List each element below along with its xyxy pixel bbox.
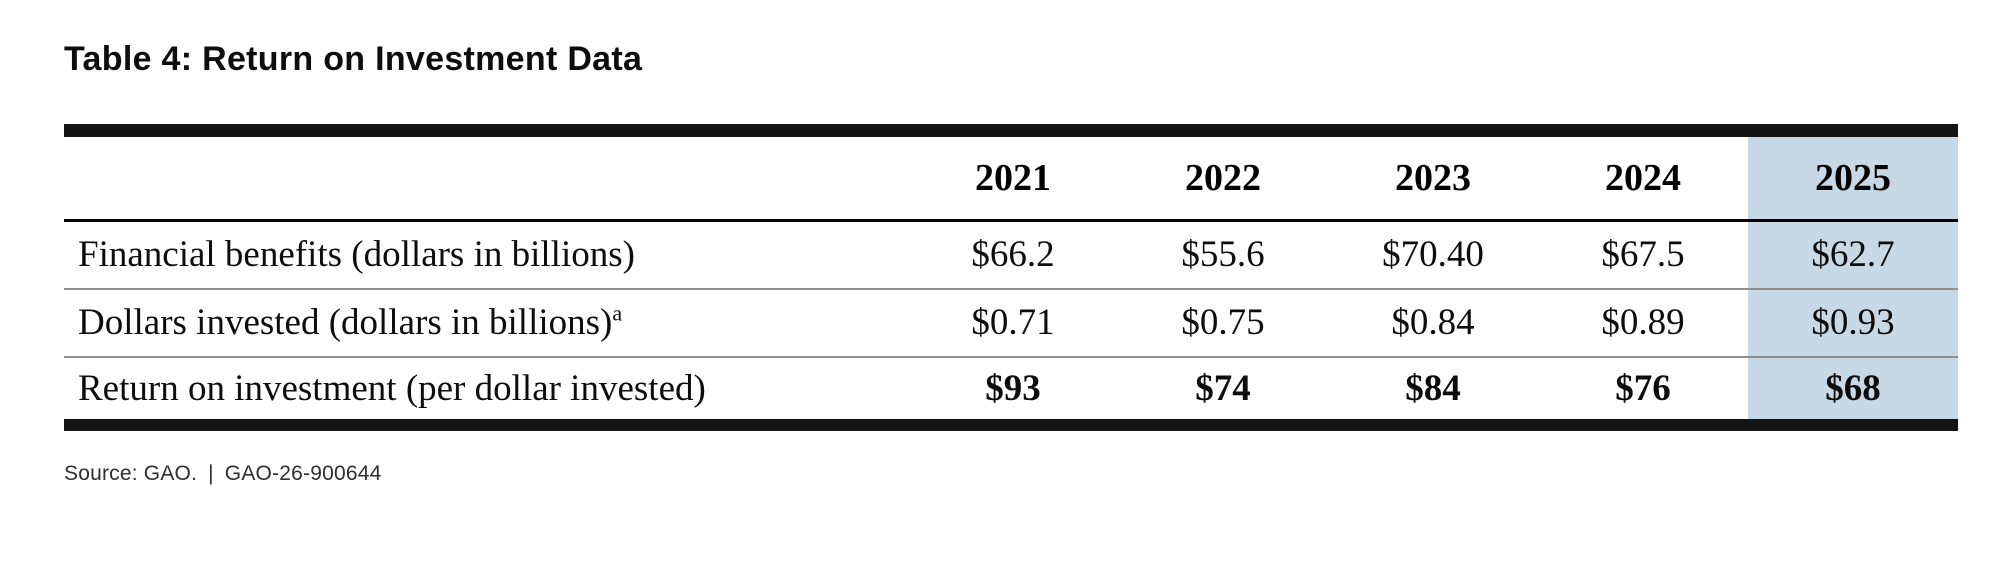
table-cell: $55.6: [1118, 220, 1328, 290]
row-label: Dollars invested (dollars in billions)a: [64, 288, 908, 358]
header-cell-empty: [64, 130, 908, 222]
header-cell-year-3: 2023: [1328, 130, 1538, 222]
table-row-return-on-investment: Return on investment (per dollar investe…: [64, 356, 1958, 425]
table-cell-highlighted: $62.7: [1748, 220, 1958, 290]
table-title: Table 4: Return on Investment Data: [64, 40, 643, 78]
source-line: Source: GAO. | GAO-26-900644: [64, 462, 381, 486]
table-cell: $70.40: [1328, 220, 1538, 290]
roi-table: 2021 2022 2023 2024 2025 Financial benef…: [64, 124, 1958, 431]
table-cell: $84: [1405, 367, 1461, 409]
row-label-text: Return on investment (per dollar investe…: [78, 367, 706, 409]
row-label: Financial benefits (dollars in billions): [64, 220, 908, 290]
header-cell-year-5-highlighted: 2025: [1748, 130, 1958, 222]
table-cell: $0.84: [1328, 288, 1538, 358]
table-cell: $76: [1615, 367, 1671, 409]
row-label: Return on investment (per dollar investe…: [64, 357, 908, 425]
row-label-text: Dollars invested (dollars in billions): [78, 302, 613, 343]
table-cell: $74: [1195, 367, 1251, 409]
table-cell: $66.2: [908, 220, 1118, 290]
table-cell: $93: [985, 367, 1041, 409]
table-row-dollars-invested: Dollars invested (dollars in billions)a …: [64, 288, 1958, 358]
source-separator: |: [208, 462, 214, 485]
header-cell-year-4: 2024: [1538, 130, 1748, 222]
table-row-financial-benefits: Financial benefits (dollars in billions)…: [64, 220, 1958, 290]
row-label-text: Financial benefits (dollars in billions): [78, 234, 635, 276]
report-number: GAO-26-900644: [224, 462, 382, 485]
header-cell-year-2: 2022: [1118, 130, 1328, 222]
table-cell-highlighted: $0.93: [1748, 288, 1958, 358]
header-row: 2021 2022 2023 2024 2025: [64, 130, 1958, 222]
header-cell-year-1: 2021: [908, 130, 1118, 222]
table-cell: $0.71: [908, 288, 1118, 358]
table-cell: $0.75: [1118, 288, 1328, 358]
source-text: Source: GAO.: [64, 462, 198, 485]
footnote-marker: a: [612, 300, 623, 326]
table-cell: $67.5: [1538, 220, 1748, 290]
table-cell-highlighted: $68: [1748, 356, 1958, 425]
table-cell: $0.89: [1538, 288, 1748, 358]
